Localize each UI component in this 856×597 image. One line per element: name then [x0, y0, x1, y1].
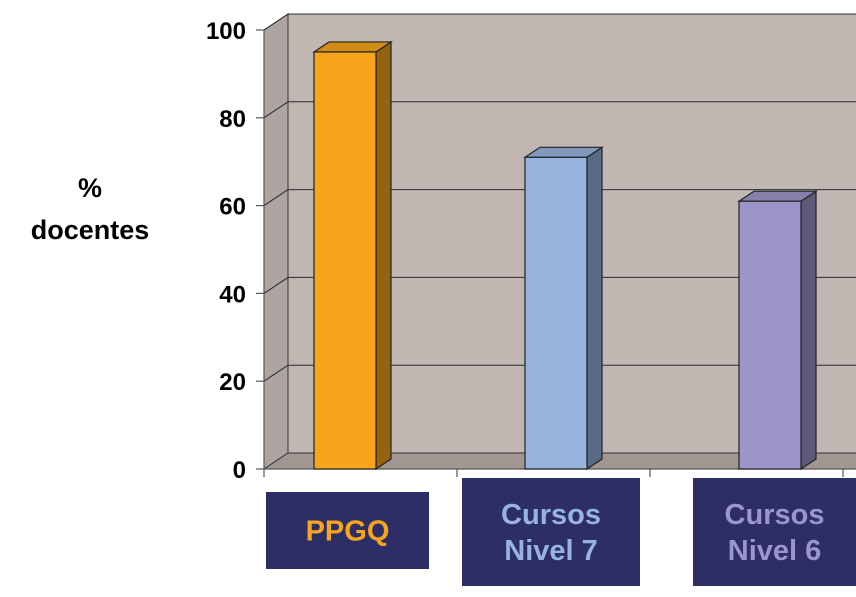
category-label-1: PPGQ: [266, 492, 429, 569]
y-tick-label: 20: [219, 369, 246, 396]
category-label-box: [693, 478, 856, 586]
y-tick-label: 60: [219, 194, 246, 221]
y-axis-title-line: %: [78, 173, 102, 203]
bar-3: [737, 190, 818, 471]
y-tick-label: 40: [219, 281, 246, 308]
side-wall: [263, 13, 289, 470]
bar-side: [800, 190, 817, 471]
gridline-side: [263, 101, 289, 119]
category-label-text: Nivel 7: [504, 535, 598, 567]
category-label-3: Cursos Nivel 6: [693, 478, 856, 586]
y-tick-label: 80: [219, 106, 246, 133]
y-axis-title: % docentes: [31, 173, 150, 245]
y-tick-label: 0: [233, 457, 246, 484]
category-label-box: [266, 492, 429, 569]
bar-2: [523, 146, 604, 471]
gridline-side: [263, 13, 289, 31]
category-label-text: PPGQ: [306, 516, 390, 548]
bars: [312, 40, 818, 471]
bar-front: [738, 200, 802, 470]
bar-side: [375, 40, 392, 471]
gridline-side: [263, 364, 289, 382]
bar-front: [313, 51, 377, 470]
category-label-box: [462, 478, 640, 586]
gridline-side: [263, 276, 289, 294]
category-label-2: Cursos Nivel 7: [462, 478, 640, 586]
gridline-side: [263, 189, 289, 207]
x-axis-labels: PPGQ Cursos Nivel 7 Cursos Nivel 6: [266, 478, 856, 586]
bar-1: [312, 40, 393, 471]
category-label-text: Cursos: [725, 499, 825, 531]
bar-side: [586, 146, 603, 471]
category-label-text: Cursos: [501, 499, 601, 531]
bar-front: [524, 156, 588, 470]
category-label-text: Nivel 6: [728, 535, 822, 567]
y-tick-label: 100: [206, 18, 246, 45]
y-axis-title-line: docentes: [31, 215, 150, 245]
